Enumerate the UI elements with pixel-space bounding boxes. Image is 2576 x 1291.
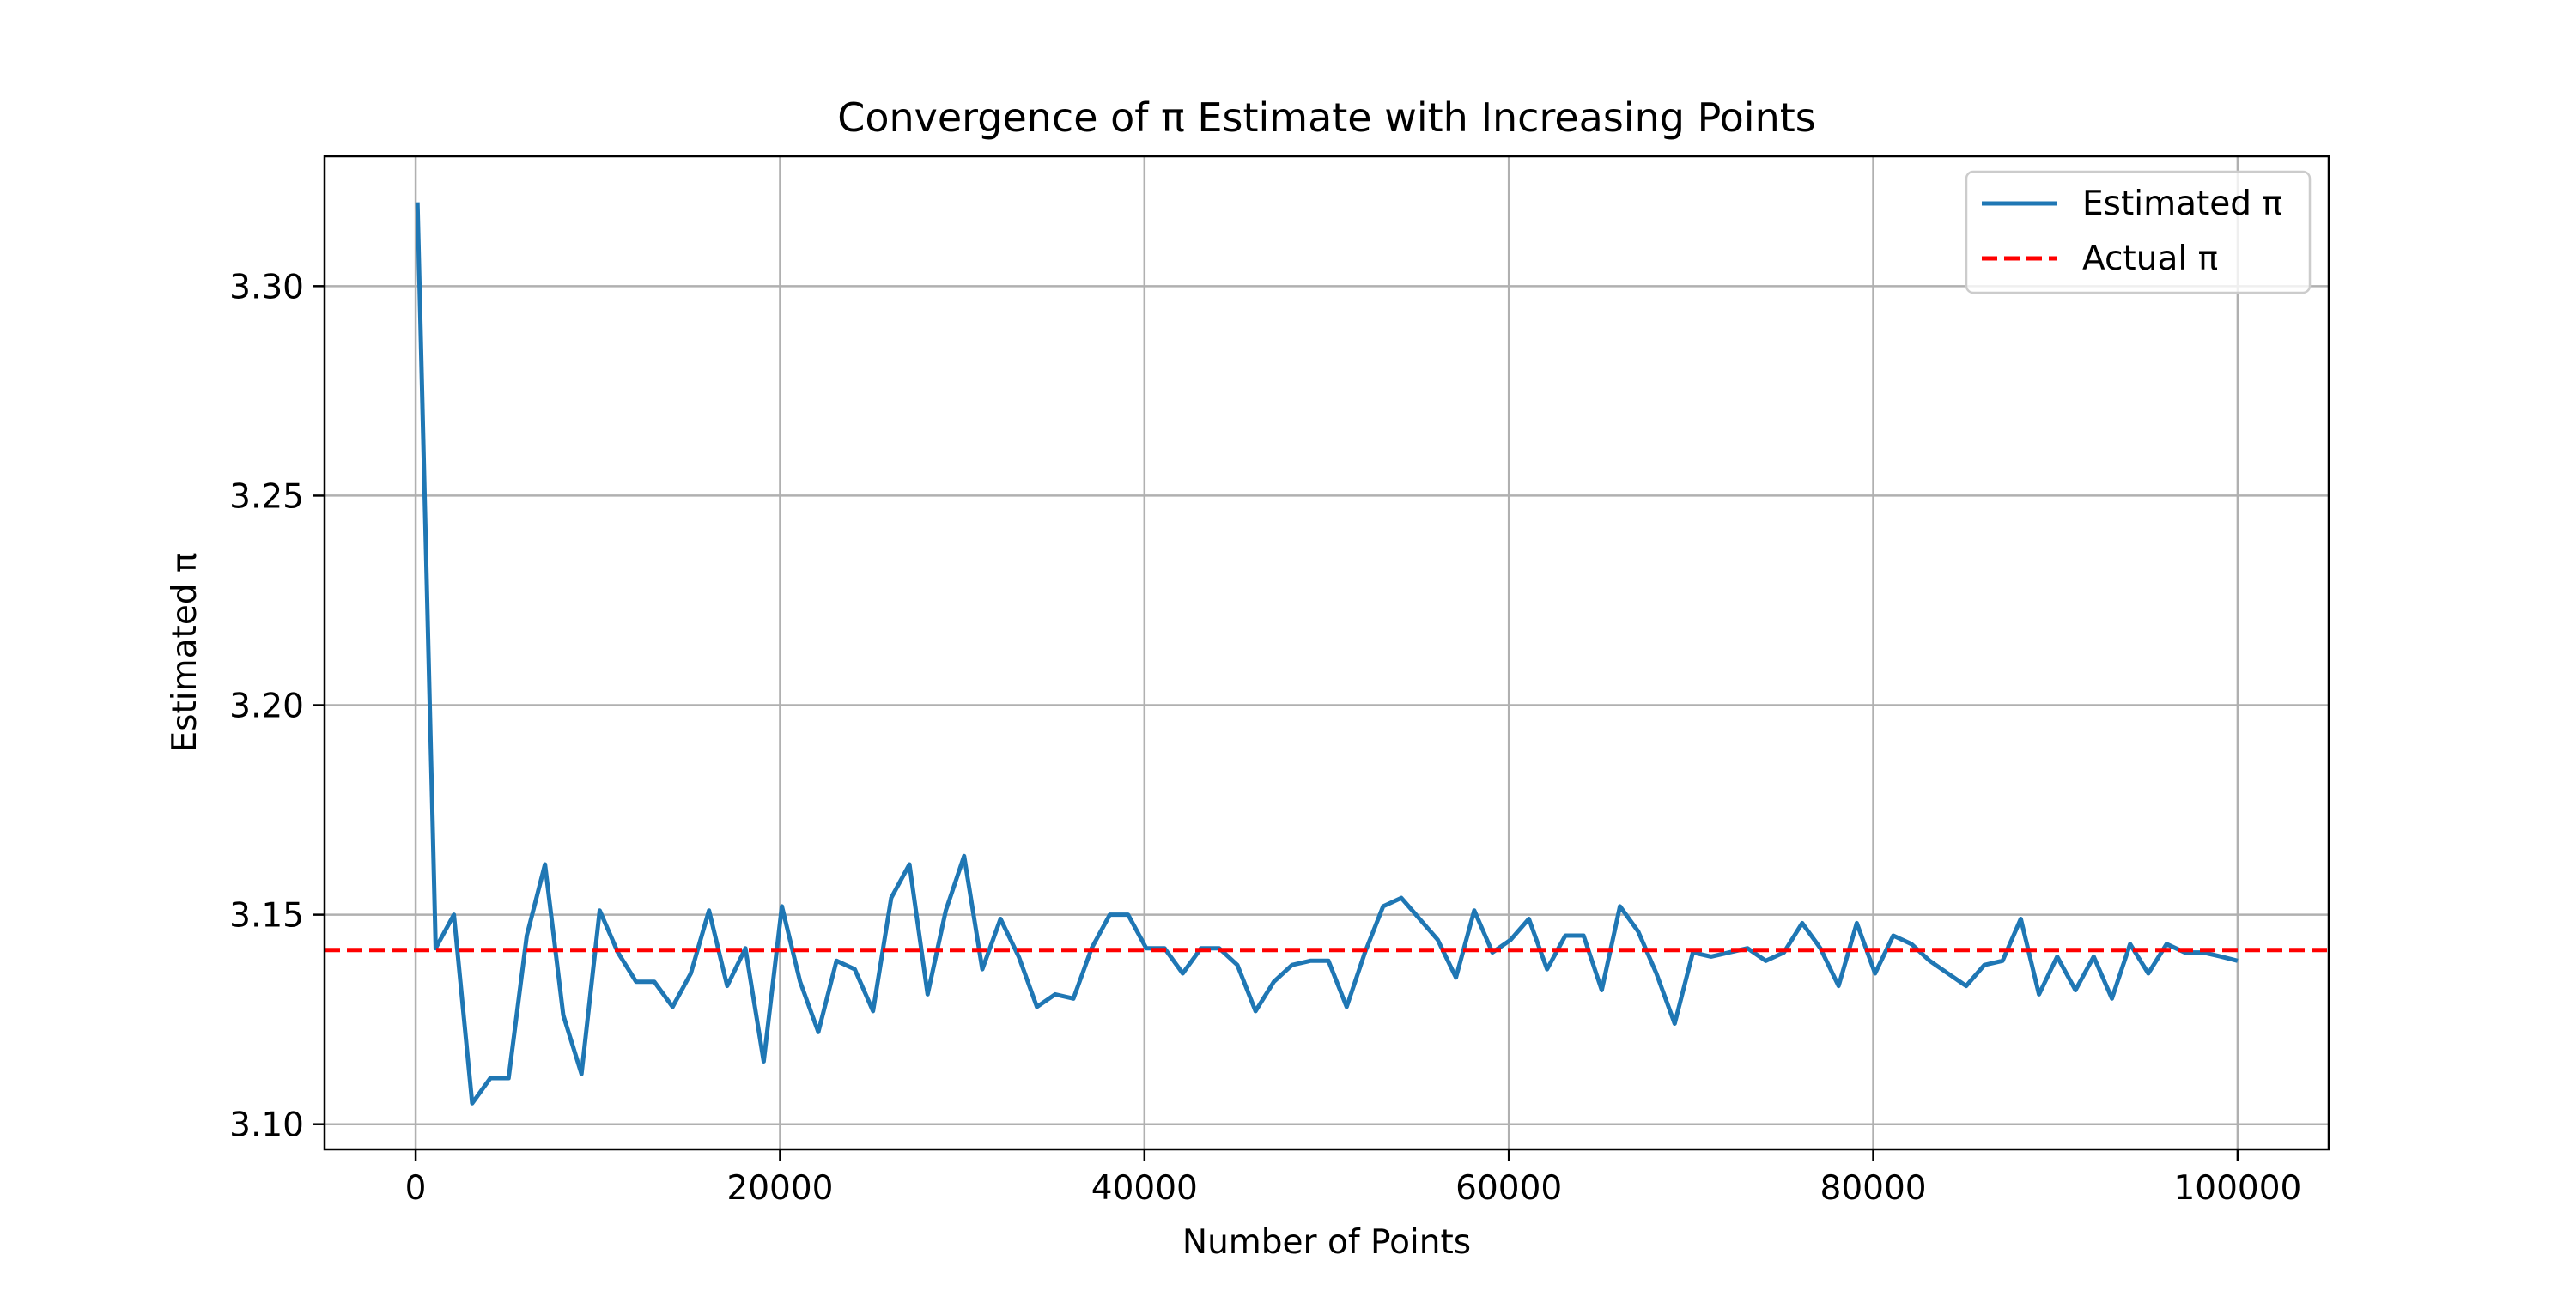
x-axis-label: Number of Points bbox=[1182, 1223, 1471, 1262]
legend-label-actual: Actual π bbox=[2082, 239, 2218, 278]
y-tick-label: 3.25 bbox=[229, 477, 304, 516]
chart-title: Convergence of π Estimate with Increasin… bbox=[837, 94, 1816, 141]
y-axis-label: Estimated π bbox=[166, 553, 204, 753]
y-tick-label: 3.15 bbox=[229, 897, 304, 936]
x-tick-label: 60000 bbox=[1455, 1169, 1562, 1208]
y-tick-label: 3.10 bbox=[229, 1106, 304, 1145]
plot-series bbox=[325, 202, 2329, 1106]
x-tick-label: 40000 bbox=[1091, 1169, 1198, 1208]
series-line-estimated-pi bbox=[415, 202, 2239, 1106]
axis-ticks: 0 20000 40000 60000 80000 100000 3.10 3.15 3.20 3… bbox=[229, 268, 2301, 1208]
y-tick-label: 3.30 bbox=[229, 268, 304, 306]
x-tick-label: 0 bbox=[405, 1169, 427, 1208]
y-tick-label: 3.20 bbox=[229, 688, 304, 726]
x-tick-label: 80000 bbox=[1820, 1169, 1927, 1208]
legend: Estimated π Actual π bbox=[1965, 170, 2312, 294]
axes-frame bbox=[323, 155, 2330, 1151]
x-tick-label: 20000 bbox=[726, 1169, 833, 1208]
legend-label-estimated: Estimated π bbox=[2082, 185, 2282, 223]
x-tick-label: 100000 bbox=[2173, 1169, 2301, 1208]
